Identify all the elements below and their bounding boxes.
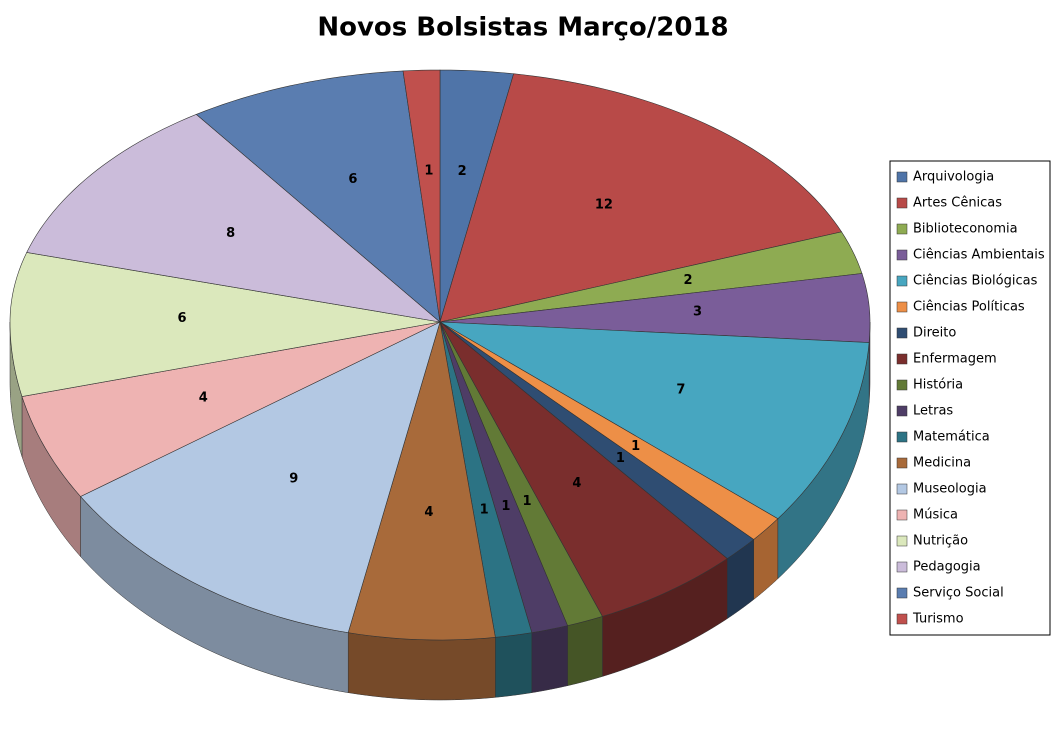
slice [26,114,442,323]
legend-label: Direito [913,326,956,341]
data-label: 1 [424,163,433,178]
legend-label: Arquivologia [913,170,994,185]
legend-label: Turismo [912,612,964,627]
slice [439,231,863,323]
data-label: 1 [480,502,489,517]
legend-swatch [896,223,908,235]
legend-label: História [913,378,963,393]
pie-tops [9,69,871,641]
slice [9,252,441,397]
legend: Arquivologia Artes Cênicas Biblioteconomia… [896,170,1045,627]
data-label: 4 [572,476,581,491]
data-label: 12 [595,198,613,213]
legend-box [889,160,1051,636]
legend-label: Museologia [913,482,987,497]
chart-title: Novos Bolsistas Março/2018 [317,13,728,43]
data-label: 3 [693,305,702,320]
data-label: 2 [683,273,692,288]
legend-label: Artes Cênicas [913,196,1002,211]
legend-swatch [896,275,908,287]
legend-label: Nutrição [913,534,968,549]
legend-label: Serviço Social [913,586,1004,601]
legend-swatch [896,483,908,495]
data-label: 8 [226,226,235,241]
data-label: 6 [348,172,357,187]
data-label: 1 [631,439,640,454]
slice [402,69,441,323]
slice [439,321,870,520]
legend-swatch [896,353,908,365]
legend-label: Música [913,508,958,523]
slice-side [567,616,603,686]
data-label: 1 [523,494,532,509]
data-label: 4 [424,505,433,520]
legend-swatch [896,171,908,183]
slice [439,273,871,343]
data-label: 2 [458,164,467,179]
legend-label: Ciências Políticas [913,300,1025,315]
legend-swatch [896,587,908,599]
legend-swatch [896,613,908,625]
slice-side [531,625,568,693]
legend-swatch [896,327,908,339]
slice [21,321,441,497]
data-label: 6 [178,311,187,326]
legend-label: Matemática [913,430,990,445]
data-label: 1 [616,451,625,466]
legend-swatch [896,431,908,443]
legend-swatch [896,197,908,209]
slice [80,321,441,634]
legend-swatch [896,509,908,521]
slice [439,321,728,617]
slice [347,321,496,641]
legend-label: Ciências Ambientais [913,248,1045,263]
legend-swatch [896,457,908,469]
legend-swatch [896,379,908,391]
legend-label: Biblioteconomia [913,222,1018,237]
data-label: 9 [289,472,298,487]
data-label: 7 [676,383,685,398]
legend-swatch [896,301,908,313]
legend-swatch [896,561,908,573]
data-label: 4 [199,390,208,405]
legend-swatch [896,405,908,417]
legend-label: Ciências Biológicas [913,274,1038,289]
legend-label: Letras [913,404,953,419]
legend-label: Pedagogia [913,560,981,575]
slice-side [495,632,533,698]
slice [439,73,843,323]
legend-swatch [896,535,908,547]
slice [195,70,441,323]
legend-label: Medicina [913,456,971,471]
slice-side [347,632,496,701]
legend-label: Enfermagem [913,352,997,367]
data-label: 1 [501,499,510,514]
legend-swatch [896,249,908,261]
